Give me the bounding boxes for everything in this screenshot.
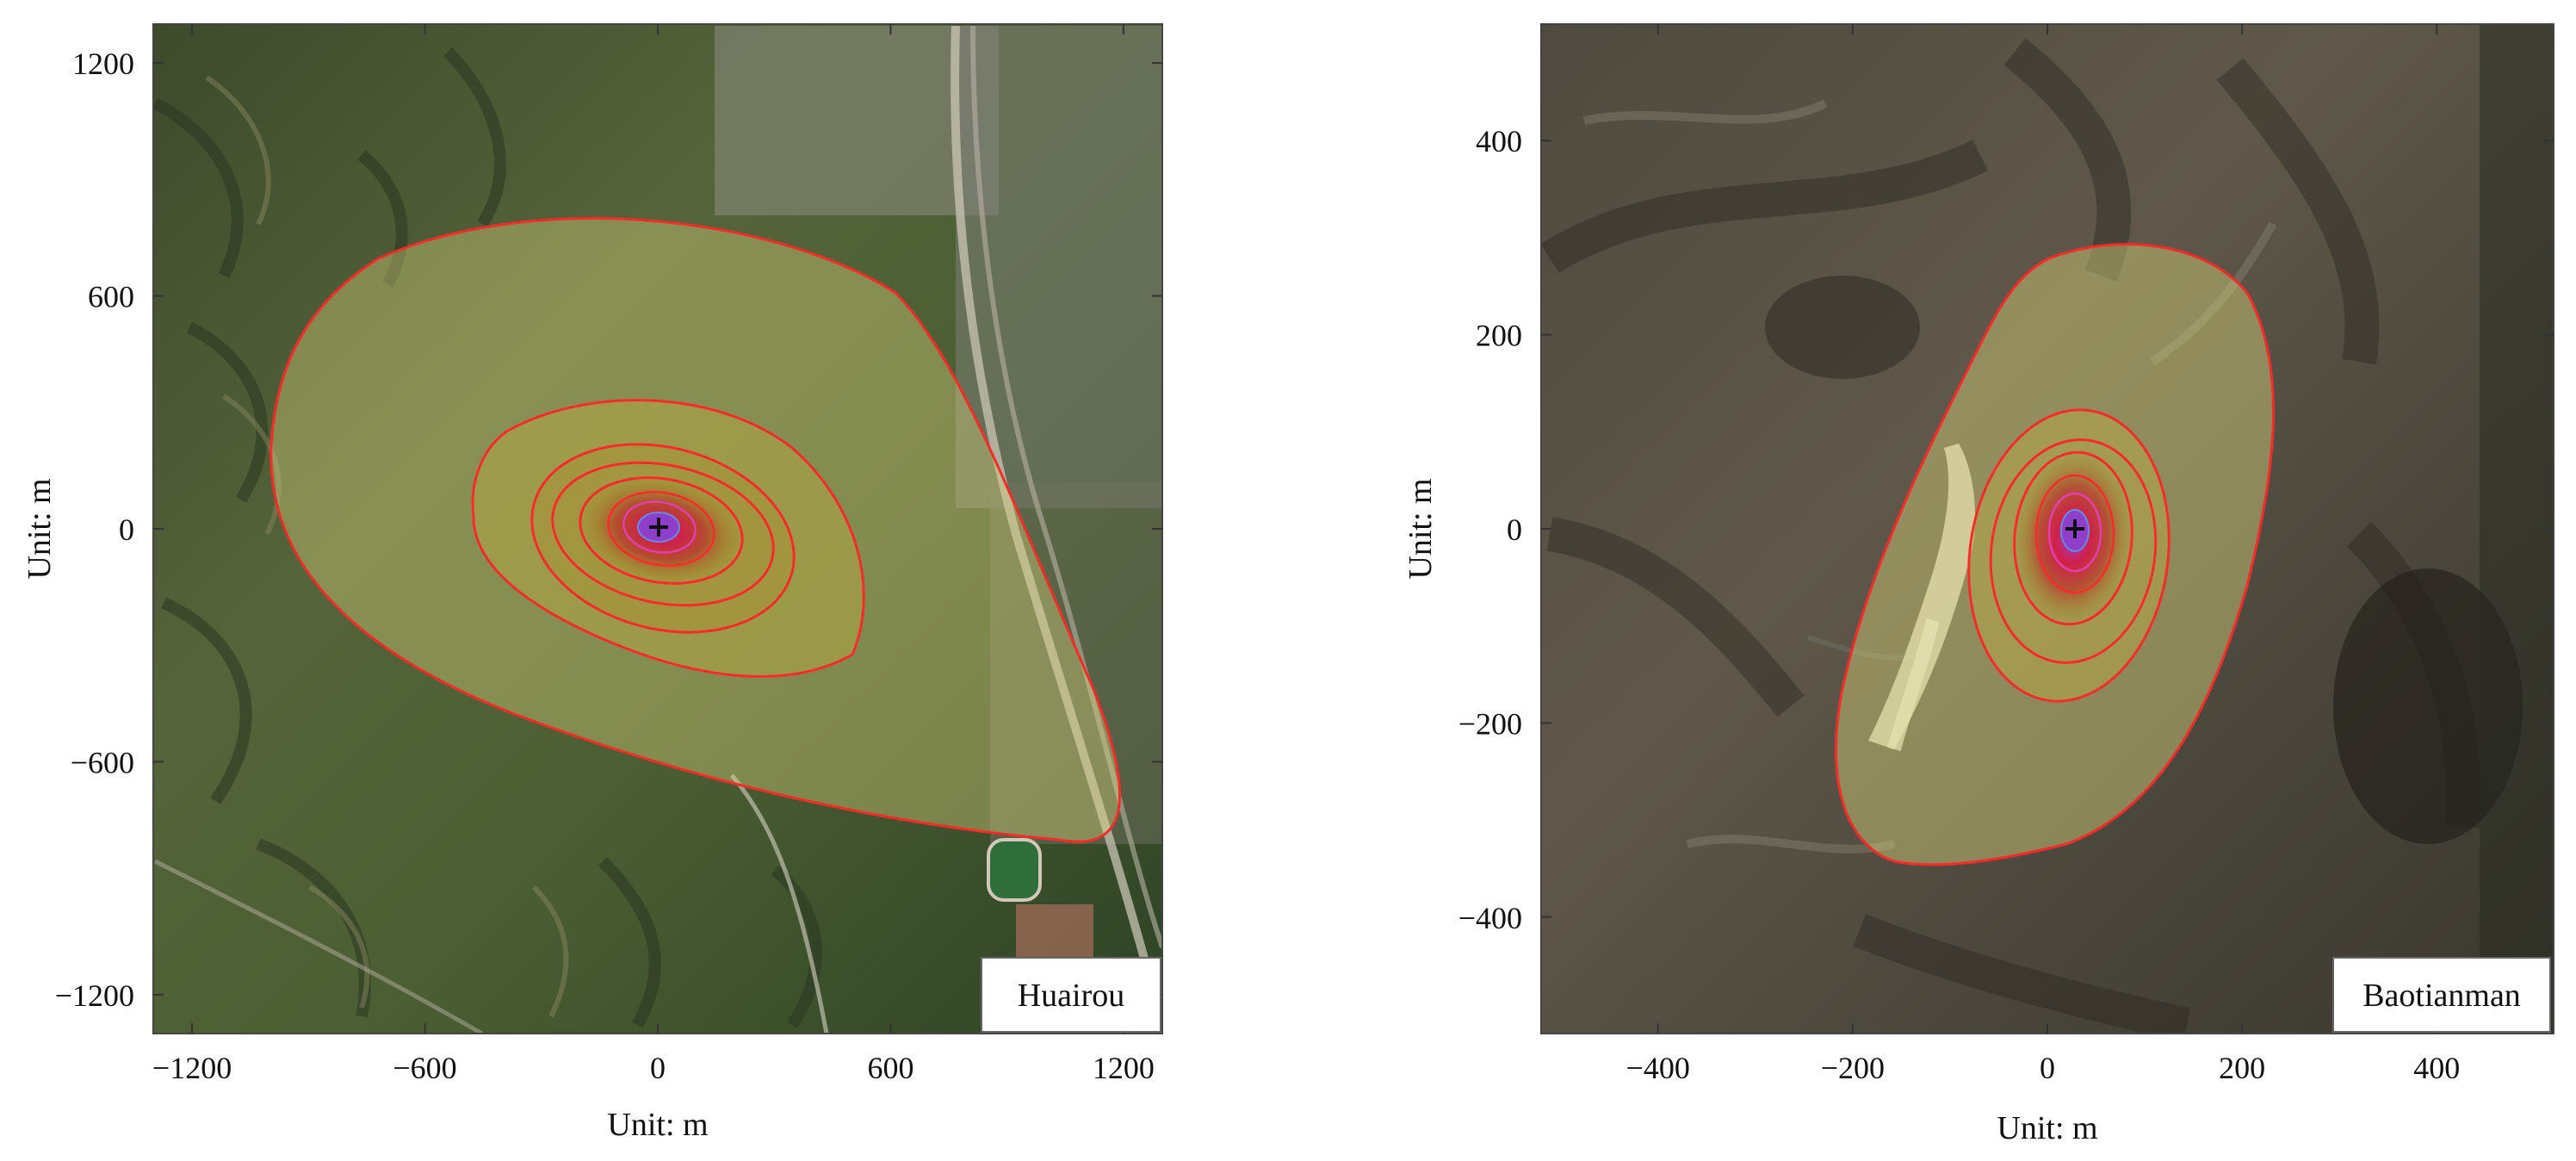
x-tick-label-baotianman-1: −200	[1821, 1051, 1885, 1085]
source-marker-baotianman	[2065, 519, 2084, 538]
map-panel-huairou: −1200 −600 0 600 1200 1200 600 0 −600 −1200 Unit:…	[0, 0, 1240, 1161]
y-tick-label-baotianman-2: 0	[1507, 512, 1522, 547]
y-axis-title-huairou: Unit: m	[22, 478, 58, 579]
x-tick-label-baotianman-4: 400	[2413, 1051, 2460, 1085]
y-tick-label-baotianman-0: 400	[1476, 124, 1522, 158]
site-label-box-huairou: Huairou	[981, 957, 1161, 1033]
y-tick-label-baotianman-3: −200	[1458, 706, 1522, 741]
satellite-image-huairou	[153, 24, 1162, 1034]
x-tick-label-baotianman-0: −400	[1626, 1051, 1690, 1085]
x-axis-title-baotianman: Unit: m	[1997, 1110, 2097, 1146]
x-tick-label-huairou-2: 0	[650, 1051, 666, 1085]
x-tick-label-huairou-1: −600	[393, 1051, 456, 1085]
x-tick-label-huairou-4: 1200	[1093, 1051, 1155, 1085]
y-tick-label-huairou-2: 0	[119, 512, 134, 547]
concentration-contours-baotianman	[1835, 243, 2275, 866]
y-tick-label-baotianman-4: −400	[1458, 901, 1522, 935]
y-tick-label-huairou-0: 1200	[72, 47, 134, 81]
x-tick-label-baotianman-2: 0	[2040, 1051, 2055, 1085]
y-tick-label-huairou-4: −1200	[55, 978, 134, 1013]
x-tick-label-baotianman-3: 200	[2219, 1051, 2265, 1085]
y-axis-title-baotianman: Unit: m	[1403, 478, 1439, 579]
axes-baotianman: −400 −200 0 200 400 400 200 0 −200 −400	[1458, 24, 2554, 1085]
map-panel-baotianman: −400 −200 0 200 400 400 200 0 −200 −400 Unit: m U…	[1240, 0, 2576, 1161]
map-figure-huairou: −1200 −600 0 600 1200 1200 600 0 −600 −1200 Unit:…	[22, 23, 1163, 1143]
site-label-huairou: Huairou	[1018, 978, 1125, 1014]
axes-huairou: −1200 −600 0 600 1200 1200 600 0 −600 −1200	[55, 24, 1162, 1085]
x-tick-label-huairou-3: 600	[867, 1051, 913, 1085]
x-axis-title-huairou: Unit: m	[607, 1107, 708, 1143]
x-tick-label-huairou-0: −1200	[152, 1051, 232, 1085]
site-label-box-baotianman: Baotianman	[2332, 957, 2551, 1033]
map-figure-baotianman: −400 −200 0 200 400 400 200 0 −200 −400 Unit: m U…	[1403, 23, 2554, 1146]
source-marker-huairou	[649, 518, 668, 537]
site-label-baotianman: Baotianman	[2362, 978, 2521, 1014]
y-tick-label-huairou-3: −600	[71, 745, 134, 779]
y-tick-label-baotianman-1: 200	[1476, 319, 1522, 353]
concentration-contours-huairou	[269, 217, 1122, 843]
y-tick-label-huairou-1: 600	[88, 280, 134, 314]
